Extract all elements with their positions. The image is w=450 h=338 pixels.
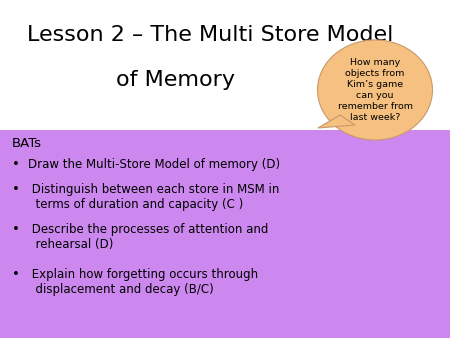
- Text: •: •: [12, 223, 20, 236]
- Ellipse shape: [318, 40, 432, 140]
- Text: •: •: [12, 268, 20, 281]
- Text: •: •: [12, 158, 20, 171]
- Text: Draw the Multi-Store Model of memory (D): Draw the Multi-Store Model of memory (D): [28, 158, 280, 171]
- Text: Explain how forgetting occurs through
  displacement and decay (B/C): Explain how forgetting occurs through di…: [28, 268, 258, 296]
- Text: of Memory: of Memory: [116, 70, 234, 90]
- Polygon shape: [318, 115, 355, 128]
- Text: Describe the processes of attention and
  rehearsal (D): Describe the processes of attention and …: [28, 223, 268, 251]
- Text: Lesson 2 – The Multi Store Model: Lesson 2 – The Multi Store Model: [27, 25, 393, 45]
- Text: BATs: BATs: [12, 137, 42, 150]
- Text: How many
objects from
Kim’s game
can you
remember from
last week?: How many objects from Kim’s game can you…: [338, 58, 413, 122]
- Text: Distinguish between each store in MSM in
  terms of duration and capacity (C ): Distinguish between each store in MSM in…: [28, 183, 279, 211]
- Text: •: •: [12, 183, 20, 196]
- FancyBboxPatch shape: [0, 130, 450, 338]
